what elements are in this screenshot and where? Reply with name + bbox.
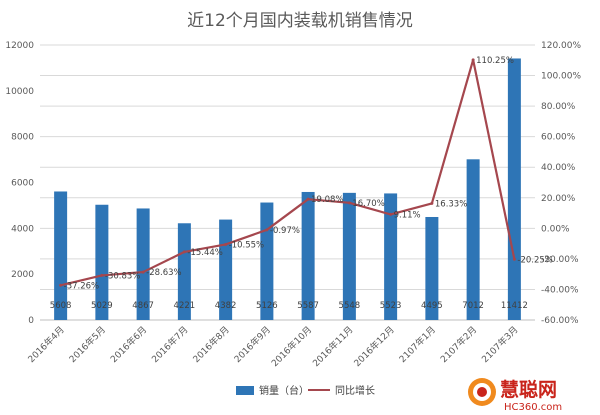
watermark-brand: 慧聪网 [500, 378, 557, 401]
left-tick-label: 4000 [11, 224, 34, 234]
line-point [347, 201, 351, 205]
line-value-label: 110.25% [476, 56, 514, 66]
line-value-labels: -37.26% -30.83% -28.63% -15.44% -10.55% -0.97… [64, 56, 553, 291]
category-label: 2016年9月 [232, 324, 273, 365]
bar-value-label: 5029 [91, 301, 113, 311]
line-point [100, 273, 104, 277]
bar-value-label: 4221 [174, 301, 196, 311]
bar [54, 191, 68, 320]
bar-value-label: 5523 [380, 301, 402, 311]
line-point [512, 257, 516, 261]
line-value-label: -37.26% [64, 281, 99, 291]
left-tick-label: 2000 [11, 270, 34, 280]
bar-value-label: 5126 [256, 301, 278, 311]
line-value-label: 19.08% [311, 195, 343, 205]
right-tick-label: -20.00% [541, 255, 579, 265]
bar [177, 223, 191, 320]
category-axis: 2016年4月 2016年5月 2016年6月 2016年7月 2016年8月 2016年… [25, 324, 520, 370]
category-label: 2016年7月 [149, 324, 190, 365]
bar-value-label: 5587 [297, 301, 319, 311]
right-tick-label: 0.00% [541, 224, 570, 234]
line-point [389, 212, 393, 216]
watermark: 慧聪网 HC360.com [468, 378, 562, 413]
right-tick-label: 60.00% [541, 133, 576, 143]
left-tick-label: 12000 [5, 41, 34, 51]
right-tick-label: 40.00% [541, 163, 576, 173]
line-value-label: 16.70% [352, 199, 384, 209]
legend: 销量（台） 同比增长 [236, 384, 375, 397]
category-label: 2016年4月 [25, 324, 66, 365]
line-point [471, 58, 475, 62]
right-tick-label: 20.00% [541, 194, 576, 204]
bar [507, 58, 521, 320]
line-value-label: -0.97% [270, 226, 300, 236]
bar [425, 216, 439, 320]
line-point [224, 242, 228, 246]
bar-value-label: 4867 [132, 301, 154, 311]
right-tick-label: 100.00% [541, 72, 581, 82]
category-label: 2016年5月 [67, 324, 108, 365]
bar [466, 159, 480, 320]
category-label: 2016年12月 [351, 324, 397, 370]
legend-bar-swatch [236, 386, 254, 395]
bar-value-labels: 5608 5029 4867 4221 4382 5126 5587 5548 5523 4495… [50, 301, 528, 311]
category-label: 2016年8月 [190, 324, 231, 365]
line-value-label: 9.11% [394, 210, 421, 220]
left-tick-label: 10000 [5, 87, 34, 97]
left-tick-label: 8000 [11, 133, 34, 143]
left-tick-label: 6000 [11, 179, 34, 189]
line-value-label: 16.33% [435, 199, 467, 209]
right-axis: -60.00% -40.00% -20.00% 0.00% 20.00% 40.00% 60… [541, 41, 581, 326]
left-axis: 0 2000 4000 6000 8000 10000 12000 [5, 41, 34, 326]
category-label: 2016年10月 [269, 324, 315, 370]
watermark-url: HC360.com [504, 402, 562, 413]
gridlines [40, 44, 535, 321]
line-point [430, 201, 434, 205]
line-value-label: -20.25% [517, 255, 552, 265]
bar-value-label: 5548 [339, 301, 361, 311]
right-tick-label: 120.00% [541, 41, 581, 51]
bar-value-label: 11412 [501, 301, 528, 311]
legend-bar-label: 销量（台） [259, 384, 309, 397]
line-value-label: -15.44% [187, 248, 222, 258]
bar [384, 193, 398, 320]
bar-value-label: 4495 [421, 301, 443, 311]
chart-title: 近12个月国内装载机销售情况 [187, 11, 413, 31]
category-label: 2107年2月 [438, 324, 479, 365]
watermark-logo-icon [468, 378, 496, 406]
line-series [59, 58, 516, 287]
legend-line-label: 同比增长 [335, 384, 375, 397]
left-tick-label: 0 [28, 316, 34, 326]
line-point [182, 250, 186, 254]
category-label: 2016年11月 [310, 324, 356, 370]
right-tick-label: -60.00% [541, 316, 579, 326]
bar-value-label: 5608 [50, 301, 72, 311]
bar [342, 192, 356, 320]
bar-series [54, 58, 521, 320]
line-value-label: -28.63% [146, 268, 181, 278]
line-point [141, 270, 145, 274]
bar [95, 204, 109, 320]
category-label: 2107年1月 [397, 324, 438, 365]
line-value-label: -10.55% [229, 240, 264, 250]
growth-line [60, 58, 516, 287]
bar-value-label: 7012 [462, 301, 484, 311]
line-point [265, 228, 269, 232]
bar [301, 191, 315, 320]
category-label: 2107年3月 [479, 324, 520, 365]
bar [136, 208, 150, 320]
line-point [59, 283, 63, 287]
line-point [306, 197, 310, 201]
category-label: 2016年6月 [108, 324, 149, 365]
right-tick-label: 80.00% [541, 102, 576, 112]
line-value-label: -30.83% [105, 271, 140, 281]
bar-value-label: 4382 [215, 301, 237, 311]
right-tick-label: -40.00% [541, 285, 579, 295]
